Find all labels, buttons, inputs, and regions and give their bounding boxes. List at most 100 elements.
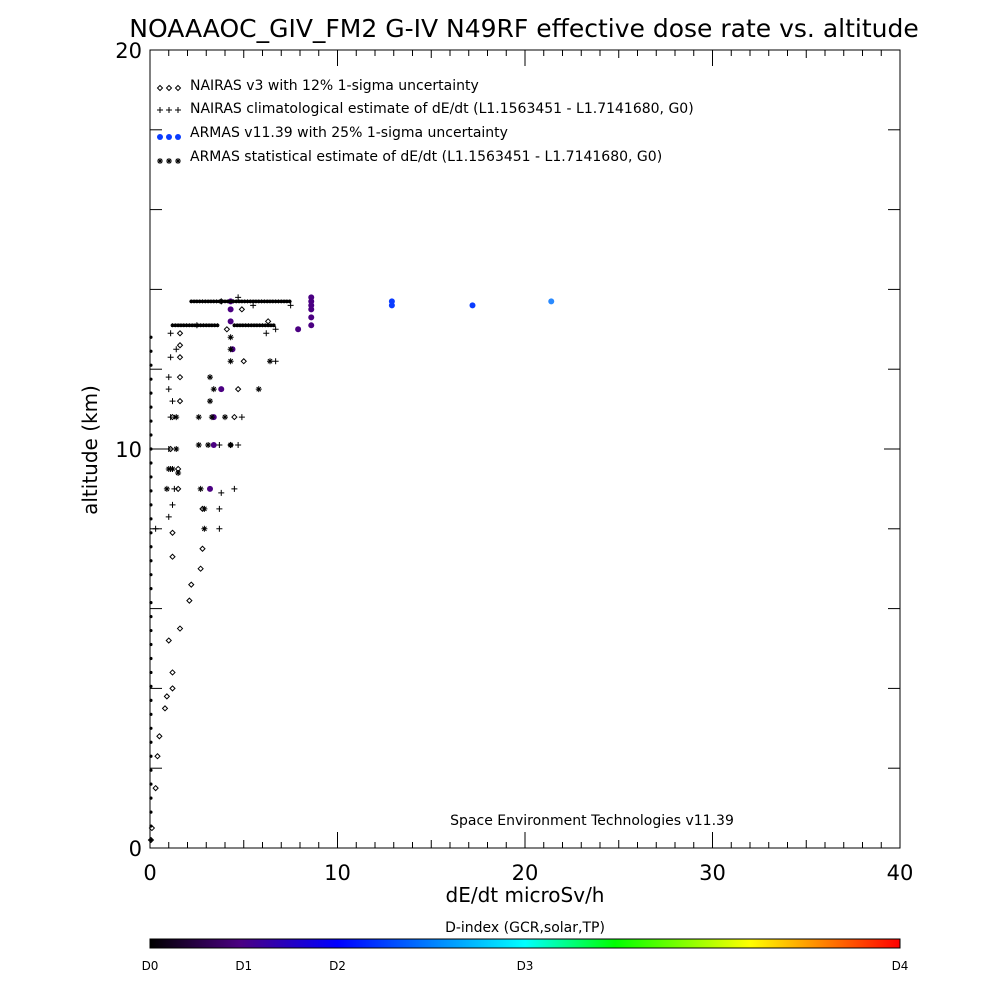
point-armas bbox=[548, 298, 555, 305]
point-armas-statistical bbox=[273, 299, 278, 304]
point-armas-statistical bbox=[232, 323, 237, 328]
point-armas-statistical bbox=[225, 299, 230, 304]
point-armas-statistical bbox=[222, 414, 228, 421]
point-armas-statistical bbox=[198, 323, 203, 328]
colorbar-label: D4 bbox=[892, 959, 909, 973]
point-nairas-climatological bbox=[167, 354, 174, 361]
y-tick-label: 0 bbox=[129, 837, 142, 861]
point-armas-statistical bbox=[205, 442, 212, 449]
point-armas-statistical bbox=[237, 299, 242, 304]
point-nairas-climatological bbox=[165, 386, 172, 393]
point-armas bbox=[149, 587, 153, 591]
point-armas-statistical bbox=[287, 299, 292, 304]
point-armas bbox=[149, 796, 153, 800]
point-nairas-climatological bbox=[272, 358, 279, 365]
point-armas bbox=[157, 134, 163, 140]
point-armas-statistical bbox=[239, 299, 244, 304]
point-armas-statistical bbox=[208, 414, 215, 421]
point-armas-statistical bbox=[195, 442, 202, 449]
point-armas bbox=[149, 782, 153, 786]
point-nairas-v3 bbox=[169, 685, 176, 692]
colorbar-label: D1 bbox=[235, 959, 252, 973]
point-armas bbox=[149, 684, 153, 689]
point-armas bbox=[388, 298, 395, 305]
point-armas-statistical bbox=[231, 299, 236, 304]
point-armas-statistical bbox=[195, 414, 202, 421]
colorbar-label: D0 bbox=[142, 959, 159, 973]
point-armas-statistical bbox=[254, 323, 259, 328]
point-armas-statistical bbox=[256, 299, 261, 304]
point-armas-statistical bbox=[170, 323, 175, 328]
point-armas-statistical bbox=[194, 299, 199, 304]
point-nairas-climatological bbox=[166, 107, 172, 113]
point-nairas-climatological bbox=[152, 525, 159, 532]
point-nairas-climatological bbox=[165, 513, 172, 520]
colorbar-label: D2 bbox=[329, 959, 346, 973]
chart-title: NOAAAOC_GIV_FM2 G-IV N49RF effective dos… bbox=[129, 14, 918, 43]
point-armas bbox=[149, 503, 153, 507]
axis-ticks bbox=[149, 49, 901, 849]
point-armas-statistical bbox=[207, 398, 213, 405]
point-nairas-v3 bbox=[223, 326, 231, 333]
point-armas-statistical bbox=[214, 299, 219, 304]
point-armas-statistical bbox=[270, 299, 275, 304]
point-nairas-v3 bbox=[169, 553, 176, 560]
point-armas-statistical bbox=[238, 323, 242, 328]
point-armas bbox=[149, 349, 153, 353]
point-armas bbox=[149, 601, 153, 605]
point-armas-statistical bbox=[181, 323, 186, 328]
legend-entry-nairas-climatological: NAIRAS climatological estimate of dE/dt … bbox=[190, 101, 694, 117]
point-armas-statistical bbox=[163, 485, 170, 492]
point-armas-statistical bbox=[157, 158, 163, 164]
point-armas-statistical bbox=[227, 334, 234, 341]
point-armas bbox=[149, 810, 153, 814]
point-armas bbox=[149, 670, 153, 675]
point-armas-statistical bbox=[223, 299, 227, 304]
x-axis-label: dE/dt microSv/h bbox=[446, 883, 605, 907]
point-armas bbox=[308, 322, 315, 329]
point-armas-statistical bbox=[187, 323, 192, 328]
point-armas bbox=[149, 405, 153, 409]
point-nairas-v3 bbox=[188, 581, 195, 588]
y-tick-label: 10 bbox=[115, 438, 142, 462]
point-armas bbox=[166, 134, 172, 140]
point-nairas-v3 bbox=[238, 306, 246, 313]
point-armas bbox=[149, 614, 153, 619]
point-armas-statistical bbox=[253, 299, 258, 304]
point-nairas-v3 bbox=[176, 330, 184, 337]
point-armas-statistical bbox=[208, 299, 213, 304]
legend-entry-armas-statistical: ARMAS statistical estimate of dE/dt (L1.… bbox=[190, 149, 662, 165]
point-armas-statistical bbox=[197, 299, 202, 304]
legend-entry-armas: ARMAS v11.39 with 25% 1-sigma uncertaint… bbox=[190, 125, 508, 141]
point-armas-statistical bbox=[189, 299, 194, 304]
point-nairas-v3 bbox=[154, 753, 161, 760]
point-armas-statistical bbox=[166, 158, 172, 164]
point-armas bbox=[295, 326, 302, 333]
point-armas-statistical bbox=[176, 323, 181, 328]
point-armas-statistical bbox=[207, 323, 212, 328]
point-nairas-v3 bbox=[156, 733, 163, 740]
point-nairas-v3 bbox=[174, 84, 182, 92]
point-armas bbox=[175, 134, 181, 140]
point-armas bbox=[149, 698, 153, 702]
point-nairas-v3 bbox=[165, 637, 172, 644]
point-nairas-climatological bbox=[235, 294, 242, 301]
point-nairas-climatological bbox=[165, 446, 172, 452]
point-armas-statistical bbox=[284, 299, 289, 304]
point-armas bbox=[149, 824, 153, 828]
point-armas-statistical bbox=[228, 299, 233, 304]
point-armas-statistical bbox=[201, 525, 208, 532]
point-nairas-climatological bbox=[169, 398, 176, 405]
point-armas-statistical bbox=[234, 299, 239, 304]
point-armas-statistical bbox=[242, 299, 247, 304]
point-armas bbox=[149, 740, 153, 744]
point-armas-statistical bbox=[169, 465, 176, 472]
point-armas-statistical bbox=[201, 505, 208, 512]
point-nairas-v3 bbox=[174, 485, 182, 493]
point-nairas-climatological bbox=[231, 485, 238, 492]
point-armas bbox=[149, 433, 153, 437]
point-armas-statistical bbox=[173, 414, 180, 421]
point-armas-statistical bbox=[184, 323, 189, 328]
point-armas-statistical bbox=[190, 323, 195, 328]
